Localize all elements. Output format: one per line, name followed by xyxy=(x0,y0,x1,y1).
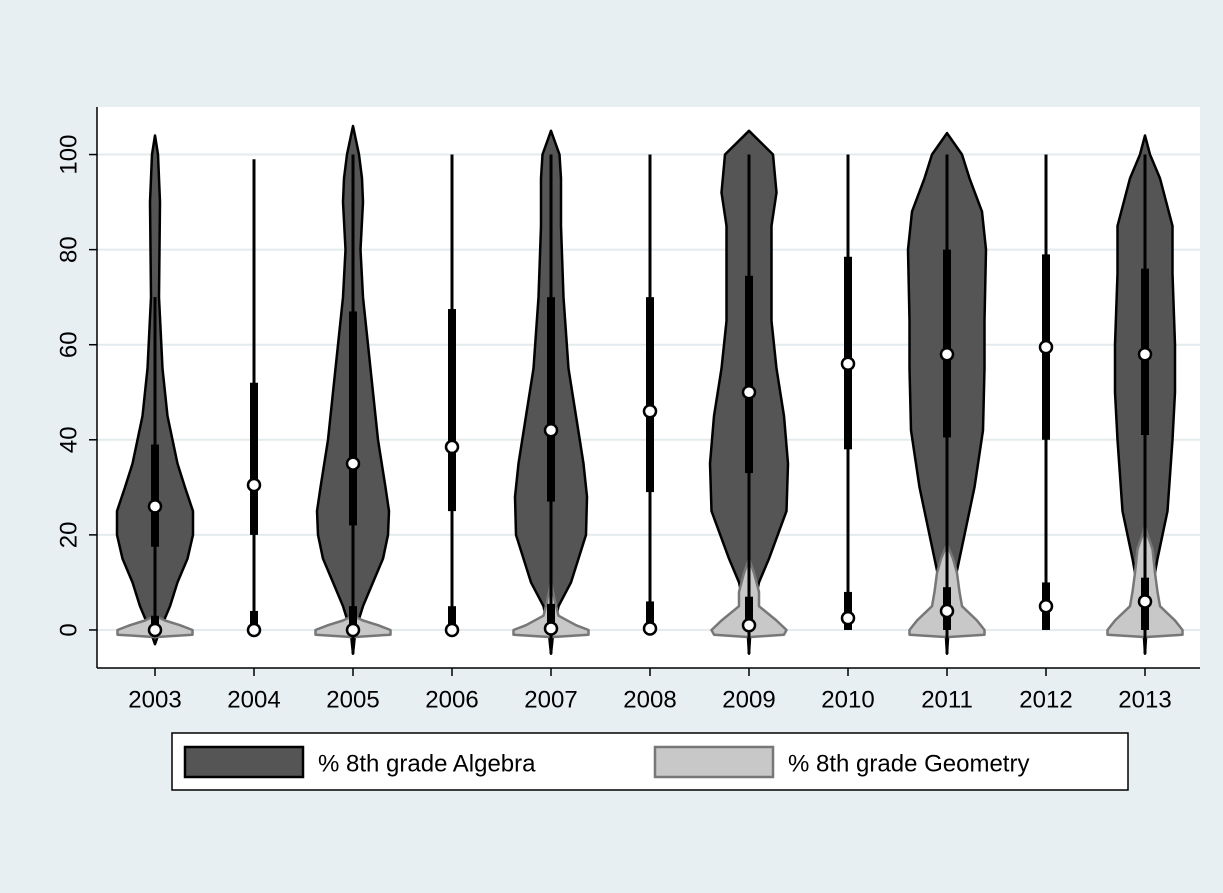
median xyxy=(741,617,757,633)
box xyxy=(151,444,159,547)
box xyxy=(646,297,654,493)
x-tick-label: 2008 xyxy=(623,686,676,713)
legend-label: % 8th grade Algebra xyxy=(318,750,536,777)
axes: 0 20 40 60 80 100 2003 2004 2005 2006 2007 2008 2009… xyxy=(55,135,1171,714)
median xyxy=(345,456,361,471)
box xyxy=(547,603,555,630)
median xyxy=(840,610,856,626)
box xyxy=(349,606,357,630)
y-tick-label: 80 xyxy=(55,236,82,263)
median xyxy=(1038,598,1054,614)
x-tick-label: 2009 xyxy=(722,686,775,713)
median xyxy=(741,385,757,400)
box xyxy=(943,249,951,438)
legend-label: % 8th grade Geometry xyxy=(788,750,1029,777)
box xyxy=(745,275,753,474)
median xyxy=(345,622,361,638)
median xyxy=(444,622,460,638)
median xyxy=(642,621,658,636)
median xyxy=(147,499,163,514)
median xyxy=(1137,594,1153,609)
y-tick-label: 40 xyxy=(55,426,82,453)
median xyxy=(147,622,163,638)
legend-swatch xyxy=(183,745,305,779)
box xyxy=(250,382,258,535)
y-tick-label: 60 xyxy=(55,331,82,358)
median xyxy=(246,477,262,493)
median xyxy=(246,622,262,638)
y-tick-label: 20 xyxy=(55,522,82,549)
box xyxy=(646,601,654,630)
median xyxy=(1137,346,1153,362)
box xyxy=(448,606,456,630)
median xyxy=(939,346,955,362)
y-tick-label: 0 xyxy=(55,623,82,636)
legend-items: % 8th grade Algebra % 8th grade Geometry xyxy=(183,745,1029,779)
median xyxy=(939,603,955,619)
legend-swatch xyxy=(653,745,775,779)
x-tick-label: 2006 xyxy=(425,686,478,713)
legend xyxy=(171,732,1129,791)
x-tick-label: 2007 xyxy=(524,686,577,713)
y-tick-label: 100 xyxy=(55,135,82,175)
box xyxy=(349,311,357,526)
x-tick-label: 2012 xyxy=(1019,686,1072,713)
median xyxy=(1038,339,1054,355)
x-tick-label: 2004 xyxy=(227,686,280,713)
x-tick-label: 2011 xyxy=(921,686,973,713)
box xyxy=(547,297,555,502)
x-tick-label: 2010 xyxy=(821,686,874,713)
median xyxy=(543,621,559,636)
boxes xyxy=(147,154,1153,654)
median xyxy=(642,404,658,419)
box xyxy=(448,309,456,512)
median xyxy=(840,356,856,371)
x-tick-label: 2003 xyxy=(128,686,181,713)
box xyxy=(745,596,753,630)
box xyxy=(250,610,258,630)
x-tick-label: 2005 xyxy=(326,686,379,713)
box xyxy=(844,256,852,450)
x-tick-label: 2013 xyxy=(1118,686,1171,713)
median xyxy=(543,423,559,438)
median xyxy=(444,439,460,455)
